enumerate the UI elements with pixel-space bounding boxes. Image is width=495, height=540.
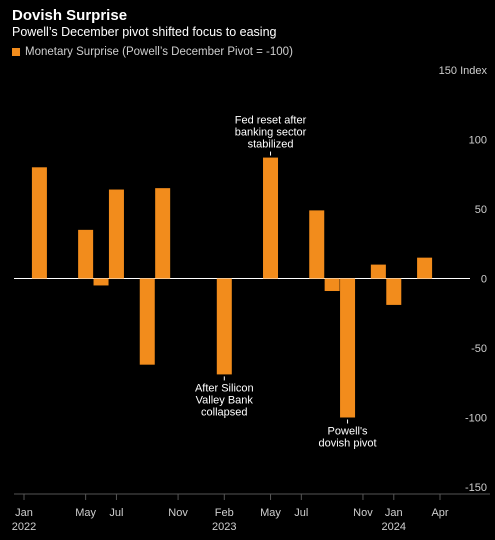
x-tick-label: Jan — [385, 507, 403, 519]
x-tick-label: Apr — [431, 507, 448, 519]
annotation-text: After Silicon — [195, 382, 254, 394]
x-tick-label: Nov — [353, 507, 373, 519]
x-tick-label: Nov — [168, 507, 188, 519]
x-tick-year-label: 2023 — [212, 521, 236, 533]
bar — [417, 257, 433, 279]
axis-layer: 150 Index 100 50 0 -50 -100 -150 Jan 2022 May Jul N… — [12, 65, 490, 533]
y-tick-label: -100 — [465, 413, 487, 425]
x-tick-label: Jan — [15, 507, 33, 519]
x-tick-year-label: 2024 — [382, 521, 406, 533]
bar — [263, 157, 279, 279]
bar — [386, 278, 402, 305]
annotation-text: dovish pivot — [319, 438, 377, 450]
bars-layer — [31, 157, 433, 418]
bar — [78, 229, 94, 279]
bar — [31, 167, 47, 279]
annotation-text: banking sector — [235, 127, 307, 139]
legend: Monetary Surprise (Powell’s December Piv… — [12, 46, 293, 58]
y-tick-label: 150 Index — [439, 65, 488, 77]
annotation-text: Fed reset after — [235, 115, 307, 127]
bar — [155, 188, 171, 279]
x-tick-year-label: 2022 — [12, 521, 36, 533]
bar — [340, 278, 356, 418]
x-tick-label: Feb — [215, 507, 234, 519]
legend-swatch — [12, 48, 20, 56]
y-tick-label: -50 — [471, 343, 487, 355]
y-tick-label: 100 — [469, 135, 487, 147]
chart-title: Dovish Surprise — [12, 7, 128, 24]
bar — [108, 189, 124, 279]
x-tick-label: Jul — [294, 507, 308, 519]
y-tick-label: 0 — [481, 274, 487, 286]
y-tick-label: -150 — [465, 482, 487, 494]
bar — [216, 278, 232, 375]
bar — [139, 278, 155, 365]
bar — [370, 264, 386, 279]
annotation-text: collapsed — [201, 406, 247, 418]
annotation-text: Powell's — [328, 426, 369, 438]
x-tick-label: Jul — [109, 507, 123, 519]
bar — [93, 278, 109, 286]
y-tick-label: 50 — [475, 204, 487, 216]
annotation-text: Valley Bank — [196, 394, 254, 406]
chart-subtitle: Powell’s December pivot shifted focus to… — [12, 25, 277, 39]
bar — [309, 210, 325, 279]
x-tick-label: May — [260, 507, 281, 519]
bar — [324, 278, 340, 292]
annotation-text: stabilized — [248, 139, 294, 151]
x-tick-label: May — [75, 507, 96, 519]
legend-label: Monetary Surprise (Powell’s December Piv… — [25, 46, 293, 58]
